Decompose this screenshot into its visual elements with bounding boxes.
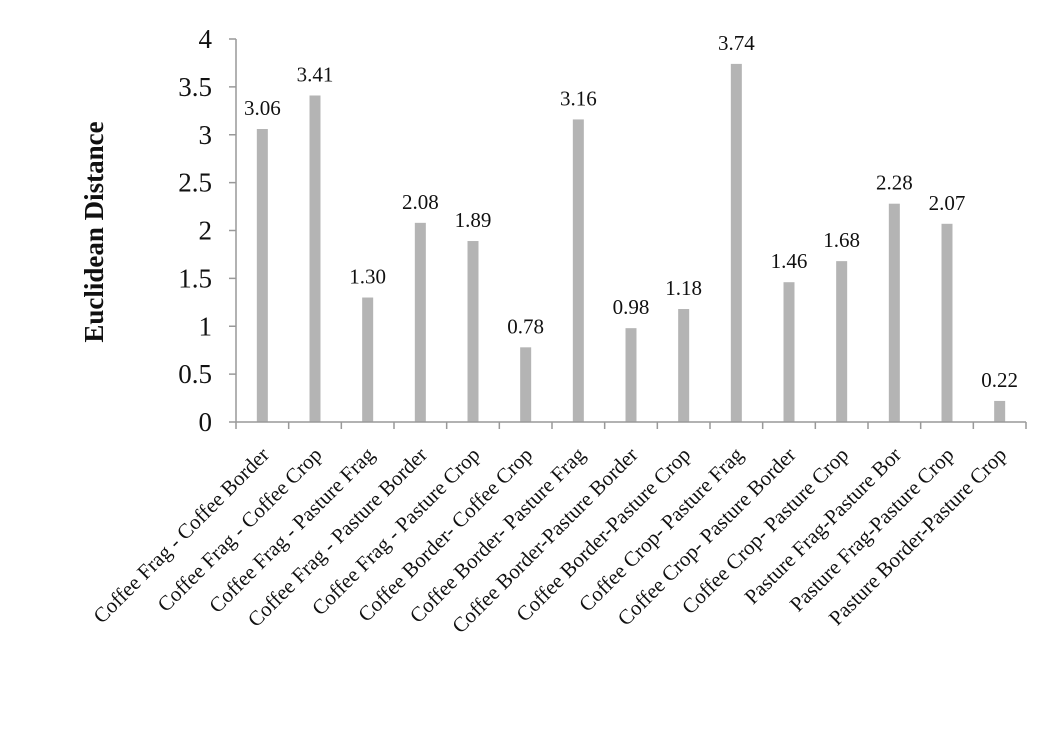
data-label: 0.22 <box>981 368 1018 392</box>
y-tick-label: 4 <box>199 24 213 54</box>
x-axis-ticks <box>235 422 1027 429</box>
data-label: 2.07 <box>929 191 966 215</box>
bar <box>467 241 479 422</box>
data-label: 0.78 <box>507 314 544 338</box>
data-label: 1.89 <box>455 208 492 232</box>
y-tick-label: 3 <box>199 120 213 150</box>
bar <box>783 282 795 422</box>
bar <box>362 297 374 422</box>
y-tick-label: 2 <box>199 216 213 246</box>
bar <box>309 95 321 423</box>
bar <box>730 63 742 423</box>
y-tick-label: 0.5 <box>178 359 212 389</box>
bar <box>520 347 532 422</box>
bar <box>888 203 900 422</box>
y-tick-label: 2.5 <box>178 168 212 198</box>
data-label: 1.68 <box>823 228 860 252</box>
bar <box>256 129 268 422</box>
bar <box>678 309 690 422</box>
data-label: 1.30 <box>349 265 386 289</box>
data-label: 3.74 <box>718 31 755 55</box>
y-tick-label: 1.5 <box>178 263 212 293</box>
data-label: 1.18 <box>665 276 702 300</box>
bar <box>994 400 1006 422</box>
data-labels: 3.06 3.41 1.30 2.08 1.89 0.78 3.16 0.98 1.18 3.74… <box>244 31 1018 392</box>
bar <box>836 261 848 422</box>
y-axis-title: Euclidean Distance <box>79 121 109 342</box>
bar <box>572 119 584 423</box>
bars <box>256 63 1006 423</box>
data-label: 3.41 <box>297 62 334 86</box>
data-label: 3.06 <box>244 96 281 120</box>
bar <box>625 328 637 422</box>
y-axis-ticks: 0 0.5 1 1.5 2 2.5 3 3.5 4 <box>178 24 236 437</box>
y-tick-label: 1 <box>199 311 213 341</box>
data-label: 0.98 <box>613 295 650 319</box>
y-tick-label: 0 <box>199 407 213 437</box>
data-label: 1.46 <box>771 249 808 273</box>
data-label: 2.28 <box>876 171 913 195</box>
y-axis-title-group: Euclidean Distance <box>79 121 109 342</box>
bar <box>941 223 953 422</box>
y-tick-label: 3.5 <box>178 72 212 102</box>
bar <box>414 222 426 422</box>
data-label: 2.08 <box>402 190 439 214</box>
data-label: 3.16 <box>560 86 597 110</box>
